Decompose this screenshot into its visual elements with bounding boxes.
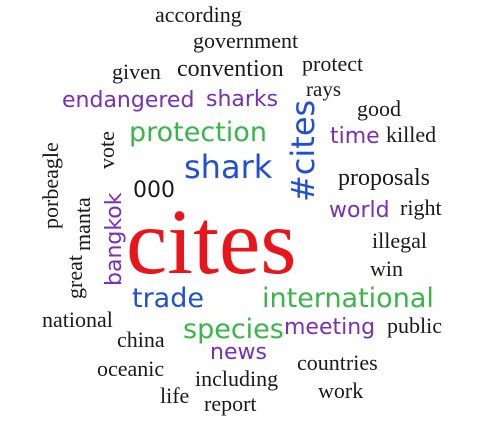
word-vote: vote (94, 131, 119, 169)
word-oceanic: oceanic (97, 356, 165, 381)
word-sharks: sharks (206, 87, 279, 112)
word-proposals: proposals (338, 165, 430, 191)
word-shark: shark (184, 148, 273, 186)
word-work: work (318, 378, 364, 403)
word-cites-hashtag: #cites (284, 99, 322, 202)
word-protection: protection (129, 117, 267, 148)
word-protect: protect (302, 51, 364, 76)
word-countries: countries (297, 350, 378, 375)
word-illegal: illegal (372, 228, 427, 253)
word-species: species (183, 314, 284, 345)
word-international: international (262, 283, 434, 314)
word-endangered: endangered (62, 88, 195, 113)
word-report: report (204, 391, 257, 416)
word-great: great (62, 255, 87, 299)
word-win: win (370, 256, 403, 281)
word-convention: convention (177, 56, 284, 82)
word-bangkok: bangkok (102, 192, 127, 286)
word-rays: rays (306, 77, 341, 101)
word-news: news (210, 340, 267, 365)
word-porbeagle: porbeagle (38, 142, 63, 229)
word-trade: trade (132, 283, 204, 314)
word-government: government (193, 28, 299, 53)
word-life: life (160, 383, 190, 408)
word-good: good (357, 96, 401, 121)
word-given: given (112, 59, 161, 84)
word-killed: killed (386, 122, 437, 147)
word-cites: cites (126, 191, 297, 294)
word-meeting: meeting (284, 315, 376, 340)
word-national: national (42, 307, 113, 332)
word-world: world (329, 198, 390, 223)
word-including: including (195, 366, 279, 391)
word-time: time (330, 124, 380, 149)
word-right: right (400, 195, 442, 220)
word-000: 000 (133, 178, 175, 203)
word-manta: manta (70, 197, 95, 251)
word-according: according (155, 2, 242, 27)
word-public: public (387, 313, 442, 338)
word-china: china (117, 327, 165, 352)
